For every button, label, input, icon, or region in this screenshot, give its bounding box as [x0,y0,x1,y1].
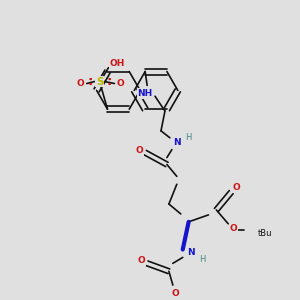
Text: OH: OH [110,59,125,68]
Text: H: H [185,133,192,142]
Text: S: S [96,76,103,86]
Text: NH: NH [137,89,153,98]
Text: tBu: tBu [258,229,272,238]
Text: N: N [173,138,181,147]
Text: H: H [199,255,206,264]
Text: :: : [107,75,112,88]
Text: O: O [229,224,237,233]
Text: N: N [187,248,194,257]
Text: O: O [232,183,240,192]
Text: :: : [87,75,92,88]
Text: O: O [172,289,180,298]
Text: O: O [77,79,85,88]
Text: O: O [116,79,124,88]
Text: O: O [135,146,143,155]
Text: O: O [137,256,145,265]
